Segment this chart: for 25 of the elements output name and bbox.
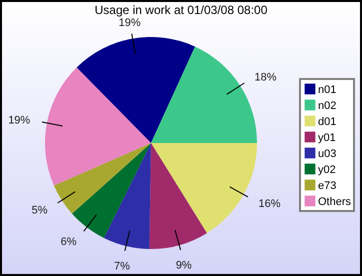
legend-label: y02 [318, 164, 336, 176]
pie-slice [76, 37, 196, 143]
data-label: 19% [118, 16, 141, 29]
pie-slice [72, 143, 151, 238]
pie-slice [45, 67, 151, 186]
data-label: 9% [176, 260, 192, 272]
legend-label: u03 [318, 148, 336, 160]
data-label: 7% [114, 260, 130, 273]
data-label: 5% [32, 204, 48, 216]
data-label: 16% [258, 198, 281, 210]
legend-label: y01 [318, 132, 336, 144]
pie-slice [104, 143, 151, 249]
data-label: 19% [8, 114, 30, 127]
data-label: 6% [60, 236, 77, 248]
legend-label: e73 [318, 180, 336, 192]
pie-slice [54, 143, 151, 214]
legend-label: n01 [318, 84, 336, 96]
legend-label: Others [318, 196, 352, 208]
legend-label: n02 [318, 100, 336, 112]
pie-slice [151, 143, 257, 234]
pie-slice [149, 143, 207, 249]
pie-slice [151, 46, 257, 143]
chart-title: Usage in work at 01/03/08 08:00 [94, 3, 268, 17]
legend-label: d01 [318, 116, 336, 128]
data-label: 18% [254, 72, 277, 84]
